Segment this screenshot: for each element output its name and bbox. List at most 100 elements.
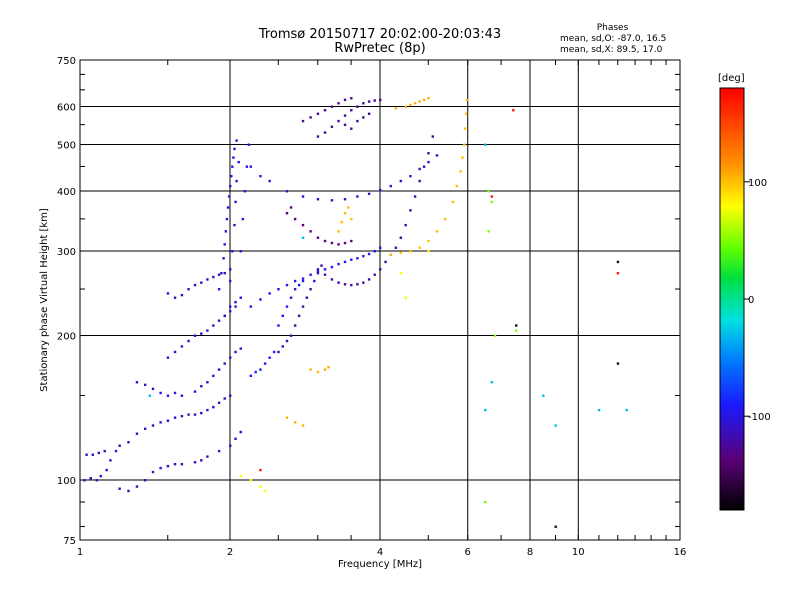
data-point (233, 223, 236, 227)
data-point (259, 174, 262, 178)
data-point (268, 356, 271, 359)
data-point (114, 449, 118, 453)
data-point (83, 479, 86, 482)
data-point (554, 424, 557, 427)
data-point (350, 97, 353, 100)
y-tick-label: 500 (57, 141, 76, 152)
data-point (337, 230, 340, 233)
data-point (346, 206, 350, 209)
data-point (223, 243, 226, 246)
x-tick-label: 1 (77, 547, 83, 558)
data-point (259, 298, 262, 301)
data-point (254, 370, 257, 374)
data-point (249, 374, 253, 378)
data-point (212, 374, 215, 378)
data-point (515, 329, 518, 332)
data-point (173, 296, 177, 299)
data-point (309, 273, 312, 276)
data-point (399, 179, 403, 183)
data-point (337, 262, 340, 266)
data-point (323, 131, 327, 134)
data-point (143, 427, 147, 430)
data-point (239, 347, 242, 350)
data-point (301, 236, 305, 239)
y-tick-label: 600 (57, 103, 76, 114)
data-point (285, 283, 289, 287)
axis-ticks: 1 2 4 8 16 6 10 75 100 200 300 400 500 600 750 (57, 56, 686, 558)
data-point (193, 283, 197, 287)
data-point (166, 292, 170, 295)
chart-subtitle: RwPretec (8p) (334, 41, 426, 56)
data-point (337, 102, 340, 105)
data-point (323, 109, 327, 112)
data-point (512, 109, 515, 112)
colorbar-ticks: 100 0 -100 (744, 178, 771, 423)
data-point (362, 281, 365, 284)
data-point (234, 300, 237, 304)
data-point (223, 271, 226, 275)
data-point (309, 230, 312, 233)
data-point (166, 394, 170, 397)
data-point (323, 268, 327, 271)
data-point (259, 368, 262, 371)
y-tick-label: 300 (57, 247, 76, 258)
data-point (235, 179, 238, 183)
data-point (350, 217, 353, 221)
data-point (343, 123, 347, 127)
data-point (309, 288, 312, 291)
data-point (151, 470, 155, 474)
data-point (389, 253, 392, 256)
data-point (200, 281, 203, 284)
data-point (356, 283, 359, 286)
data-point (399, 236, 403, 239)
data-point (465, 98, 469, 102)
data-point (231, 165, 234, 168)
data-point (193, 334, 197, 337)
data-point (367, 278, 371, 281)
data-point (320, 264, 323, 267)
data-point (118, 487, 121, 490)
data-point (135, 485, 139, 488)
data-point (379, 189, 382, 192)
data-point (234, 200, 237, 204)
data-point (187, 339, 190, 343)
data-point (379, 268, 382, 271)
data-point (431, 135, 434, 138)
data-point (597, 408, 601, 412)
data-point (451, 200, 455, 204)
data-point (289, 206, 293, 209)
x-tick-label: 6 (465, 547, 471, 558)
x-axis-label: Frequency [MHz] (338, 559, 422, 570)
data-point (409, 209, 412, 212)
data-point (277, 324, 280, 327)
data-point (316, 370, 320, 374)
data-point (367, 252, 371, 256)
data-point (427, 97, 430, 100)
data-point (459, 170, 462, 173)
data-point (313, 279, 316, 283)
data-point (301, 119, 305, 123)
y-axis-label: Stationary phase Virtual Height [km] (39, 208, 50, 392)
data-point (281, 314, 284, 318)
data-point (367, 100, 371, 103)
data-point (293, 288, 297, 291)
data-point (180, 293, 184, 297)
data-point (409, 174, 412, 178)
data-point (316, 198, 320, 201)
data-point (249, 165, 253, 168)
data-point (200, 411, 203, 415)
data-point (229, 279, 232, 283)
data-point (362, 116, 365, 119)
data-point (362, 254, 365, 258)
data-point (330, 105, 334, 108)
data-point (229, 394, 232, 397)
data-point (233, 147, 236, 151)
data-point (373, 250, 376, 253)
data-point (206, 408, 209, 412)
data-point (443, 217, 447, 221)
data-point (343, 241, 347, 245)
data-point (180, 414, 184, 418)
data-point (316, 112, 320, 115)
data-point (105, 468, 108, 472)
data-point (234, 350, 237, 354)
